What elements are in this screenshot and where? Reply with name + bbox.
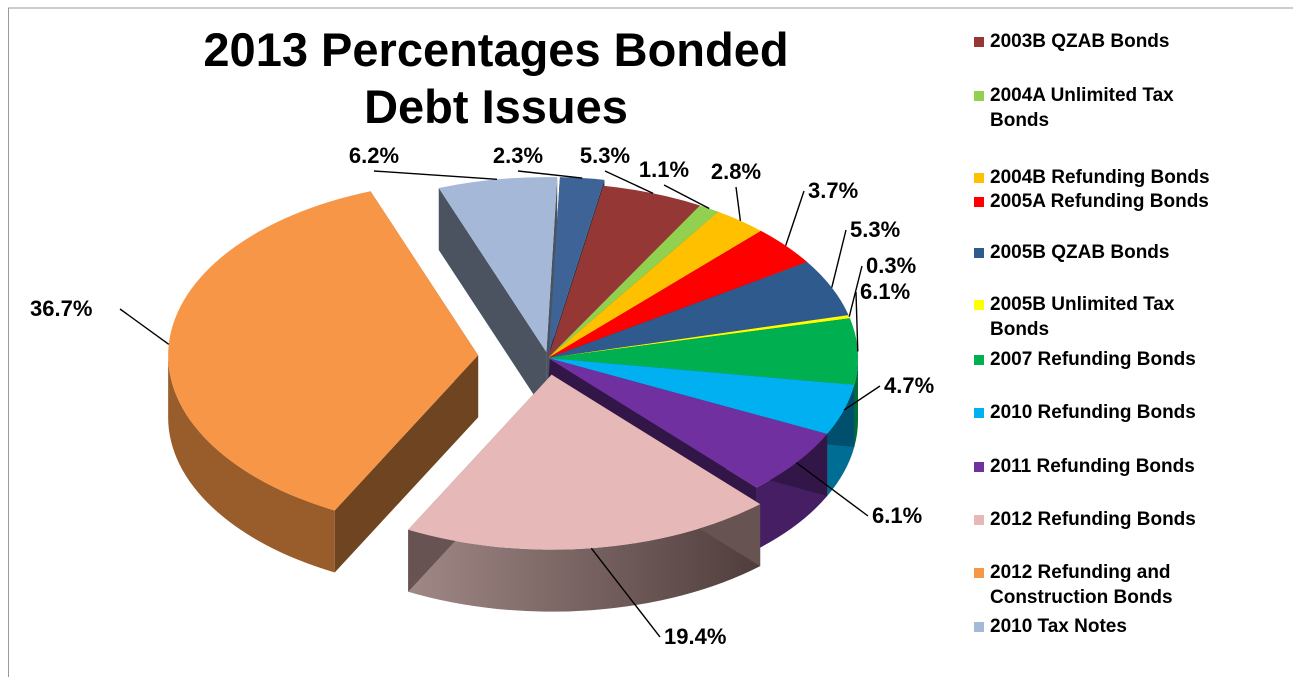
legend-swatch-2004a-unlimited-tax-bonds: [974, 91, 984, 101]
slice-cut-face-2010-tax-notes-0: [438, 187, 547, 415]
legend-label-2007-refunding-bonds: 2007 Refunding Bonds: [990, 349, 1196, 370]
legend-label-2004a-unlimited-tax-bonds-line-2: Bonds: [990, 110, 1049, 131]
slice-side-2012-refunding-and-construction-bonds: [168, 355, 335, 573]
leader-line-2005b-qzab-bonds-first: [517, 170, 583, 179]
label-leader-lines: [119, 170, 881, 638]
legend-label-2012-refunding-and-construction-bonds: 2012 Refunding and: [990, 562, 1171, 583]
legend-swatch-2005b-unlimited-tax-bonds: [974, 300, 984, 310]
legend-item-2012-refunding-bonds: 2012 Refunding Bonds: [974, 509, 1196, 530]
slice-label-2012-refunding-and-construction-bonds: 36.7%: [30, 296, 92, 321]
leader-line-2010-refunding-bonds: [843, 385, 881, 411]
legend-item-2010-refunding-bonds: 2010 Refunding Bonds: [974, 402, 1196, 423]
legend-swatch-2005a-refunding-bonds: [974, 197, 984, 207]
slice-tops: [168, 177, 858, 550]
slice-label-2003b-qzab-bonds: 5.3%: [580, 143, 630, 168]
slice-label-2004b-refunding-bonds: 2.8%: [711, 159, 761, 184]
slice-label-2005b-qzab-bonds: 5.3%: [850, 217, 900, 242]
slice-label-2010-tax-notes: 6.2%: [349, 143, 399, 168]
legend-swatch-2005b-qzab-bonds: [974, 248, 984, 258]
pie-slice-2012-refunding-and-construction-bonds: [168, 191, 479, 511]
slice-label-2004a-unlimited-tax-bonds: 1.1%: [639, 157, 689, 182]
pie-slice-2003b-qzab-bonds: [548, 185, 700, 358]
legend-swatch-2012-refunding-and-construction-bonds: [974, 568, 984, 578]
slice-label-2011-refunding-bonds: 6.1%: [872, 503, 922, 528]
legend-label-2012-refunding-bonds: 2012 Refunding Bonds: [990, 509, 1196, 530]
legend-item-2005a-refunding-bonds: 2005A Refunding Bonds: [974, 191, 1209, 212]
chart-title-line-1: 2013 Percentages Bonded: [203, 23, 788, 76]
slice-label-2012-refunding-bonds: 19.4%: [664, 624, 726, 649]
legend-label-2004a-unlimited-tax-bonds: 2004A Unlimited Tax: [990, 85, 1174, 106]
pie-slices: [168, 177, 859, 612]
pie-slice-2005a-refunding-bonds: [548, 230, 808, 358]
legend-item-2005b-unlimited-tax-bonds: 2005B Unlimited Tax Bonds: [974, 294, 1175, 340]
legend-item-2010-tax-notes: 2010 Tax Notes: [974, 616, 1127, 637]
legend-label-2004b-refunding-bonds: 2004B Refunding Bonds: [990, 167, 1210, 188]
leader-line-2012-refunding-and-construction-bonds: [119, 308, 170, 345]
legend-label-2005b-unlimited-tax-bonds: 2005B Unlimited Tax: [990, 294, 1175, 315]
legend-swatch-2011-refunding-bonds: [974, 462, 984, 472]
legend-label-2005b-qzab-bonds: 2005B QZAB Bonds: [990, 242, 1169, 263]
pie-slice-2007-refunding-bonds: [548, 318, 858, 385]
slice-label-2007-refunding-bonds: 6.1%: [860, 279, 910, 304]
legend-item-2012-refunding-and-construction-bonds: 2012 Refunding and Construction Bonds: [974, 562, 1173, 608]
leader-line-2005b-unlimited-tax-bonds: [848, 265, 863, 317]
leader-line-2003b-qzab-bonds: [604, 170, 654, 195]
leader-line-2007-refunding-bonds: [855, 291, 859, 352]
legend-label-2011-refunding-bonds: 2011 Refunding Bonds: [990, 456, 1195, 477]
legend-swatch-2010-refunding-bonds: [974, 408, 984, 418]
chart-title-line-2: Debt Issues: [364, 80, 628, 133]
slice-label-2005b-qzab-bonds-first: 2.3%: [493, 143, 543, 168]
legend-label-2003b-qzab-bonds: 2003B QZAB Bonds: [990, 31, 1169, 52]
legend-item-2005b-qzab-bonds: 2005B QZAB Bonds: [974, 242, 1169, 263]
pie-slice-2005b-qzab-bonds-first: [549, 177, 605, 353]
leader-line-2011-refunding-bonds: [796, 462, 869, 517]
leader-line-2010-tax-notes: [373, 170, 498, 181]
legend-item-2004b-refunding-bonds: 2004B Refunding Bonds: [974, 167, 1210, 188]
leader-line-2005a-refunding-bonds: [785, 190, 805, 246]
leader-line-2004a-unlimited-tax-bonds: [663, 184, 710, 210]
pie-slice-2004a-unlimited-tax-bonds: [548, 205, 719, 358]
slice-label-2010-refunding-bonds: 4.7%: [884, 373, 934, 398]
pie-slice-2012-refunding-bonds: [408, 374, 761, 550]
legend-item-2004a-unlimited-tax-bonds: 2004A Unlimited Tax Bonds: [974, 85, 1174, 131]
leader-line-2005b-qzab-bonds: [831, 229, 847, 288]
slice-labels: 2.3% 5.3%1.1% 2.8%3.7%5.3%0.3%6.1%4.7%6.1%…: [30, 143, 934, 649]
legend-swatch-2007-refunding-bonds: [974, 355, 984, 365]
pie-slice-2005b-qzab-bonds: [548, 261, 849, 358]
slice-label-2005a-refunding-bonds: 3.7%: [808, 178, 858, 203]
legend-item-2007-refunding-bonds: 2007 Refunding Bonds: [974, 349, 1196, 370]
slice-cut-face-2012-refunding-and-construction-bonds-0: [334, 355, 479, 573]
legend-label-2005b-unlimited-tax-bonds-line-2: Bonds: [990, 319, 1049, 340]
legend-item-2011-refunding-bonds: 2011 Refunding Bonds: [974, 456, 1195, 477]
legend-label-2005a-refunding-bonds: 2005A Refunding Bonds: [990, 191, 1209, 212]
pie-slice-2005b-unlimited-tax-bonds: [548, 315, 850, 358]
chart-legend: 2003B QZAB Bonds 2004A Unlimited Tax Bonds…: [974, 31, 1210, 637]
legend-label-2010-tax-notes: 2010 Tax Notes: [990, 616, 1127, 637]
legend-label-2010-refunding-bonds: 2010 Refunding Bonds: [990, 402, 1196, 423]
leader-line-2004b-refunding-bonds: [735, 186, 742, 221]
legend-swatch-2004b-refunding-bonds: [974, 173, 984, 183]
legend-swatch-2003b-qzab-bonds: [974, 37, 984, 47]
legend-swatch-2012-refunding-bonds: [974, 515, 984, 525]
legend-label-2012-refunding-and-construction-bonds-line-2: Construction Bonds: [990, 587, 1173, 608]
legend-item-2003b-qzab-bonds: 2003B QZAB Bonds: [974, 31, 1169, 52]
pie-slice-2004b-refunding-bonds: [548, 211, 761, 358]
slice-label-2005b-unlimited-tax-bonds: 0.3%: [866, 253, 916, 278]
legend-swatch-2010-tax-notes: [974, 622, 984, 632]
leader-line-2012-refunding-bonds: [590, 547, 661, 638]
slice-side-2012-refunding-bonds: [408, 504, 761, 612]
pie-slice-2010-refunding-bonds: [548, 358, 855, 435]
pie-slice-2011-refunding-bonds: [548, 358, 828, 488]
pie-slice-2010-tax-notes: [438, 177, 558, 353]
